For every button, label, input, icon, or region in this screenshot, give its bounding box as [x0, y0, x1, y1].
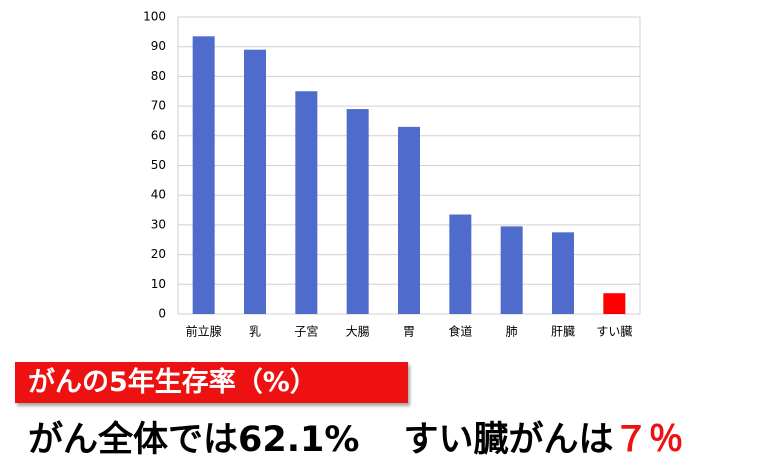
bar — [244, 49, 266, 315]
chart: 0 10 20 30 40 50 60 70 80 90 100 前立腺 乳 子宮 大腸 胃 食道 肺 肝臓 すい臓 — [143, 10, 641, 339]
y-tick-label: 0 — [158, 307, 166, 321]
x-tick-label: 乳 — [249, 325, 261, 339]
y-tick-label: 60 — [151, 128, 166, 142]
y-tick-label: 80 — [151, 69, 166, 83]
y-tick-label: 10 — [151, 277, 166, 291]
bar — [295, 91, 318, 314]
y-tick-label: 50 — [151, 158, 166, 172]
caption-label: がんの5年生存率（%） — [28, 367, 317, 398]
y-tick-label: 20 — [151, 247, 166, 261]
y-tick-label: 70 — [151, 99, 166, 113]
bar — [192, 36, 215, 315]
bar — [346, 109, 369, 314]
pancreas-prefix: すい臓がんは — [403, 420, 614, 460]
x-tick-label: 前立腺 — [186, 324, 222, 339]
x-tick-label: 食道 — [448, 324, 472, 339]
pancreas-value: ７％ — [613, 420, 684, 460]
caption-box — [15, 362, 408, 403]
x-tick-label: 大腸 — [346, 325, 370, 339]
y-tick-label: 30 — [151, 217, 166, 231]
x-tick-label: 肺 — [506, 325, 518, 339]
x-tick-label: 胃 — [403, 325, 415, 339]
bar — [500, 226, 523, 314]
bar — [449, 214, 472, 314]
x-tick-label: 子宮 — [294, 324, 318, 339]
x-tick-label: 肝臓 — [551, 325, 575, 339]
overall-rate: がん全体では62.1% — [28, 420, 360, 460]
bar — [603, 293, 626, 314]
x-tick-label: すい臓 — [596, 325, 632, 339]
y-tick-label: 90 — [151, 39, 166, 53]
y-tick-label: 40 — [151, 188, 166, 202]
bar — [552, 232, 574, 314]
bar — [398, 126, 420, 314]
caption-line: がん全体では62.1% すい臓がんは７％ — [28, 418, 683, 462]
y-tick-label: 100 — [143, 10, 166, 24]
